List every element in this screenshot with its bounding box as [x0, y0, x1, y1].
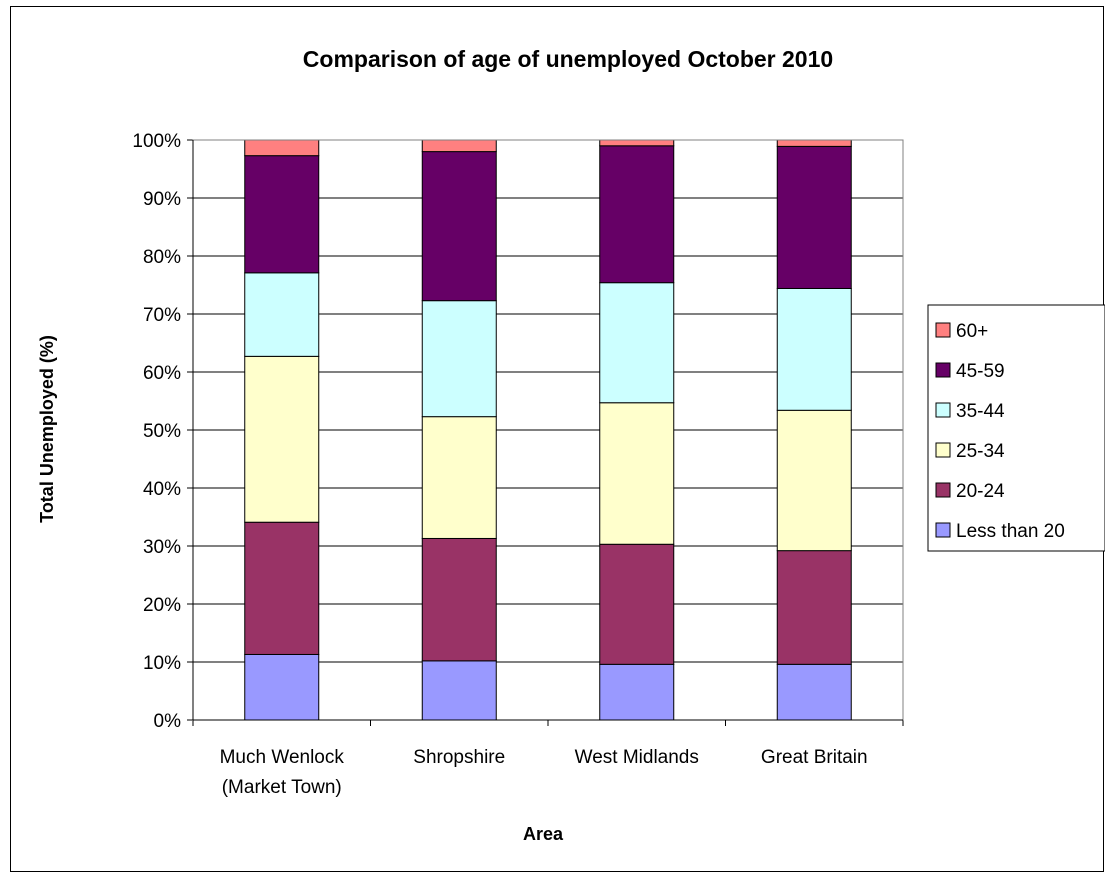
y-tick-label: 80% — [143, 247, 181, 268]
legend-swatch — [935, 362, 951, 378]
y-tick-label: 50% — [143, 421, 181, 442]
y-tick-label: 0% — [154, 711, 182, 732]
legend: 60+ 45-59 35-44 25-34 20-24 Less than 20 — [927, 304, 1105, 552]
legend-label: 35-44 — [956, 401, 1005, 422]
y-tick-label: 40% — [143, 479, 181, 500]
bar-segment — [421, 537, 497, 662]
legend-box — [927, 304, 1105, 552]
y-tick-label: 90% — [143, 189, 181, 210]
bar-segment — [244, 521, 320, 655]
legend-label: 60+ — [956, 321, 988, 342]
legend-swatch — [935, 442, 951, 458]
bar-segment — [776, 145, 852, 289]
bar-segment — [421, 300, 497, 418]
bar-segment — [421, 139, 497, 153]
x-tick-label: Great Britain — [761, 747, 868, 768]
chart-title: Comparison of age of unemployed October … — [303, 46, 833, 72]
bar-segment — [776, 550, 852, 665]
legend-label: 45-59 — [956, 361, 1005, 382]
plot-area: 0% 10% 20% 30% 40% 50% 60% 70% 80% 90% 100% Much We… — [132, 131, 904, 798]
bar-segment — [421, 660, 497, 721]
legend-swatch — [935, 402, 951, 418]
legend-swatch — [935, 522, 951, 538]
legend-label: 20-24 — [956, 481, 1005, 502]
bar-segment — [599, 402, 675, 545]
bar-segment — [776, 409, 852, 552]
chart-frame: Comparison of age of unemployed October … — [10, 6, 1105, 872]
bar-segment — [599, 543, 675, 665]
x-tick-label: (Market Town) — [222, 777, 342, 798]
y-tick-label: 20% — [143, 595, 181, 616]
y-tick-label: 10% — [143, 653, 181, 674]
x-tick-label: West Midlands — [575, 747, 699, 768]
bar-segment — [599, 663, 675, 721]
x-tick-label: Shropshire — [413, 747, 505, 768]
bar-segment — [244, 272, 320, 357]
bar-segment — [776, 139, 852, 147]
legend-label: 25-34 — [956, 441, 1005, 462]
bar-segment — [244, 355, 320, 523]
legend-swatch — [935, 482, 951, 498]
x-tick-label: Much Wenlock — [220, 747, 345, 768]
y-tick-label: 30% — [143, 537, 181, 558]
bar-segment — [421, 416, 497, 539]
y-axis-title: Total Unemployed (%) — [37, 335, 57, 523]
bar-segment — [244, 139, 320, 157]
bar-segment — [244, 653, 320, 721]
bar-segment — [244, 155, 320, 274]
y-tick-label: 100% — [132, 131, 181, 152]
bar-segment — [776, 287, 852, 411]
legend-label: Less than 20 — [956, 521, 1065, 542]
bar-segment — [599, 145, 675, 284]
stacked-bar-chart: Comparison of age of unemployed October … — [37, 46, 1105, 844]
bar-segment — [421, 151, 497, 302]
legend-swatch — [935, 322, 951, 338]
bar-segment — [776, 663, 852, 721]
y-tick-label: 60% — [143, 363, 181, 384]
x-axis-title: Area — [523, 824, 564, 844]
bar-segment — [599, 139, 675, 147]
y-tick-label: 70% — [143, 305, 181, 326]
bar-segment — [599, 282, 675, 404]
